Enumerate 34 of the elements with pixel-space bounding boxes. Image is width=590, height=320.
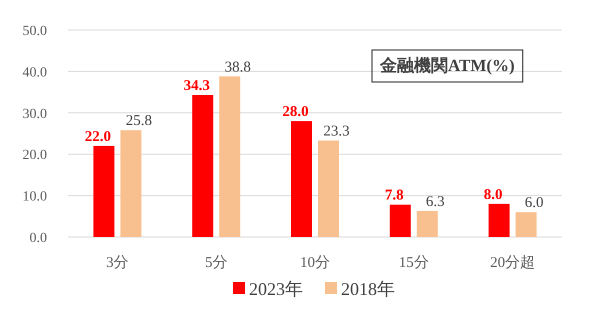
- bar: [318, 140, 339, 237]
- text: 金融機関ATM(%): [379, 56, 515, 75]
- bar: [120, 130, 142, 237]
- bar: [488, 204, 510, 237]
- bar: [219, 76, 240, 237]
- data-label: 38.8: [224, 59, 251, 76]
- bar: [416, 210, 438, 237]
- x-tick-label: 3分: [106, 254, 129, 271]
- data-label: 7.8: [384, 188, 404, 204]
- x-tick-label: 20分超: [490, 254, 536, 271]
- x-tick-label: 10分: [300, 254, 330, 271]
- data-label: 8.0: [484, 186, 502, 203]
- x-tick-label: 5分: [204, 254, 228, 271]
- data-label: 6.3: [426, 194, 445, 210]
- data-label: 22.0: [84, 128, 112, 145]
- y-tick-label: 20.0: [22, 148, 47, 164]
- y-tick-label: 30.0: [22, 106, 47, 122]
- legend-label: 2023年: [249, 279, 303, 299]
- y-tick-label: 40.0: [22, 65, 47, 80]
- y-tick-label: 0.0: [30, 231, 47, 246]
- data-label: 23.3: [323, 124, 350, 140]
- data-label: 28.0: [282, 104, 309, 120]
- data-label: 6.0: [524, 195, 544, 212]
- data-label: 25.8: [126, 113, 152, 130]
- bar: [516, 212, 537, 237]
- y-tick-label: 50.0: [22, 24, 47, 39]
- bar: [390, 204, 411, 237]
- data-label: 34.3: [184, 78, 210, 94]
- bar: [291, 121, 312, 237]
- legend-label: 2018年: [341, 279, 395, 299]
- bar: [93, 146, 114, 237]
- x-tick-label: 15分: [398, 254, 429, 271]
- y-tick-label: 10.0: [22, 190, 47, 205]
- bar: [192, 95, 214, 237]
